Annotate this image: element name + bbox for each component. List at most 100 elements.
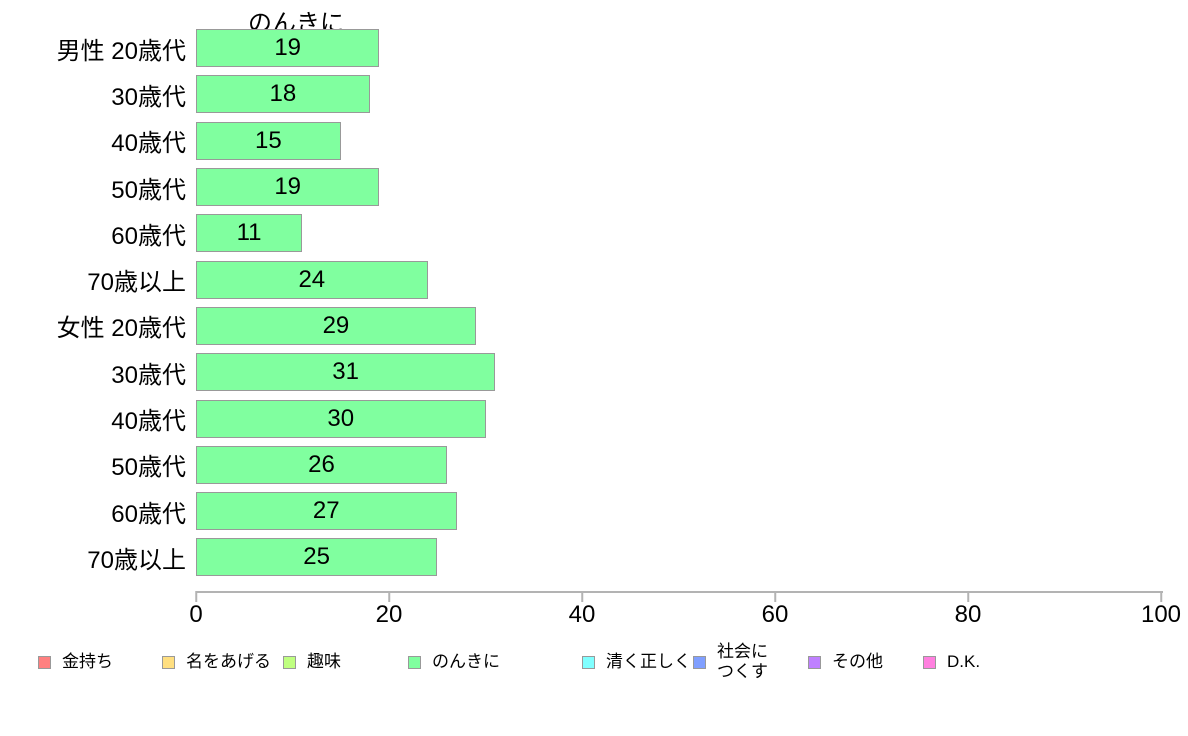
- bar-row: 40歳代 15: [0, 118, 1161, 164]
- legend: 金持ち 名をあげる 趣味 のんきに 清く正しく 社会に つくす その他 D.K.: [0, 640, 1188, 684]
- category-label: 男性 20歳代: [56, 37, 186, 65]
- bar: 19: [196, 168, 380, 207]
- legend-swatch: [38, 655, 51, 669]
- legend-label: 趣味: [307, 652, 341, 672]
- bar: 30: [196, 399, 486, 438]
- category-label: 40歳代: [111, 408, 186, 436]
- bar-row: 40歳代 30: [0, 395, 1161, 441]
- bar-track: 31: [196, 353, 1161, 392]
- legend-item: 社会に つくす: [693, 640, 768, 684]
- bar: 31: [196, 353, 496, 392]
- bar-track: 15: [196, 121, 1161, 160]
- category-label: 30歳代: [111, 361, 186, 389]
- bar: 11: [196, 214, 303, 253]
- x-tick-mark: [967, 591, 969, 602]
- x-tick-mark: [1160, 591, 1162, 602]
- x-tick-label: 20: [375, 601, 403, 628]
- bar-track: 24: [196, 260, 1161, 299]
- bar-value-label: 19: [274, 34, 302, 62]
- bar-value-label: 26: [308, 450, 335, 478]
- bar-value-label: 25: [303, 543, 330, 571]
- bar-row: 30歳代 18: [0, 71, 1161, 117]
- bar: 29: [196, 306, 476, 345]
- x-tick-label: 0: [189, 601, 203, 628]
- bar-row: 50歳代 26: [0, 442, 1161, 488]
- bar-row: 女性 20歳代 29: [0, 303, 1161, 349]
- bar-track: 11: [196, 214, 1161, 253]
- bar-track: 26: [196, 445, 1161, 484]
- bar: 15: [196, 121, 341, 160]
- x-tick-mark: [388, 591, 390, 602]
- bar-rows: 男性 20歳代 19 30歳代 18 40歳代 15 50歳代 19 60歳代 11 70歳以上 24…: [0, 25, 1161, 581]
- legend-label: のんきに: [432, 652, 500, 672]
- legend-label: その他: [832, 652, 883, 672]
- x-tick-mark: [774, 591, 776, 602]
- bar-value-label: 27: [312, 497, 340, 525]
- x-tick-mark: [581, 591, 583, 602]
- legend-item: その他: [808, 640, 883, 684]
- bar-track: 18: [196, 75, 1161, 114]
- bar-value-label: 18: [269, 80, 297, 108]
- legend-label: 清く正しく: [606, 652, 691, 672]
- bar: 27: [196, 492, 457, 531]
- legend-item: 清く正しく: [582, 640, 691, 684]
- bar: 18: [196, 75, 370, 114]
- legend-swatch: [582, 655, 595, 669]
- bar-row: 30歳代 31: [0, 349, 1161, 395]
- category-label: 50歳代: [111, 454, 186, 482]
- legend-item: のんきに: [408, 640, 500, 684]
- legend-label: 社会に つくす: [717, 642, 768, 681]
- category-label: 40歳代: [111, 130, 186, 158]
- bar-row: 60歳代 27: [0, 488, 1161, 534]
- bar-row: 50歳代 19: [0, 164, 1161, 210]
- x-tick-label: 100: [1140, 601, 1182, 628]
- x-tick-mark: [195, 591, 197, 602]
- legend-item: 金持ち: [38, 640, 113, 684]
- x-tick-label: 40: [568, 601, 596, 628]
- bar-value-label: 29: [322, 311, 350, 339]
- legend-item: 趣味: [283, 640, 341, 684]
- bar: 26: [196, 445, 447, 484]
- legend-swatch: [283, 655, 296, 669]
- bar-track: 30: [196, 399, 1161, 438]
- bar-value-label: 15: [255, 126, 282, 154]
- legend-swatch: [162, 655, 175, 669]
- bar-value-label: 11: [236, 219, 262, 247]
- bar: 24: [196, 260, 428, 299]
- category-label: 70歳以上: [87, 269, 186, 297]
- bar-track: 19: [196, 29, 1161, 68]
- legend-swatch: [408, 655, 421, 669]
- bar-row: 70歳以上 24: [0, 256, 1161, 302]
- bar: 19: [196, 29, 380, 68]
- category-label: 60歳代: [111, 222, 186, 250]
- legend-label: 名をあげる: [186, 652, 271, 672]
- legend-item: D.K.: [923, 640, 980, 684]
- bar-track: 27: [196, 492, 1161, 531]
- category-label: 女性 20歳代: [56, 315, 186, 343]
- legend-swatch: [923, 655, 936, 669]
- bar-row: 男性 20歳代 19: [0, 25, 1161, 71]
- bar-row: 70歳以上 25: [0, 534, 1161, 580]
- bar-track: 19: [196, 168, 1161, 207]
- bar-value-label: 24: [298, 265, 326, 293]
- x-tick-label: 60: [761, 601, 789, 628]
- bar-track: 29: [196, 306, 1161, 345]
- legend-swatch: [808, 655, 821, 669]
- bar: 25: [196, 538, 438, 577]
- category-label: 70歳以上: [87, 546, 186, 574]
- bar-value-label: 30: [327, 404, 355, 432]
- legend-swatch: [693, 655, 706, 669]
- bar-value-label: 31: [332, 358, 359, 386]
- bar-value-label: 19: [274, 173, 302, 201]
- legend-item: 名をあげる: [162, 640, 271, 684]
- bar-row: 60歳代 11: [0, 210, 1161, 256]
- category-label: 60歳代: [111, 500, 186, 528]
- bar-track: 25: [196, 538, 1161, 577]
- category-label: 30歳代: [111, 83, 186, 111]
- x-tick-label: 80: [954, 601, 982, 628]
- legend-label: 金持ち: [62, 652, 113, 672]
- category-label: 50歳代: [111, 176, 186, 204]
- x-axis-line: [196, 591, 1163, 593]
- legend-label: D.K.: [947, 652, 981, 672]
